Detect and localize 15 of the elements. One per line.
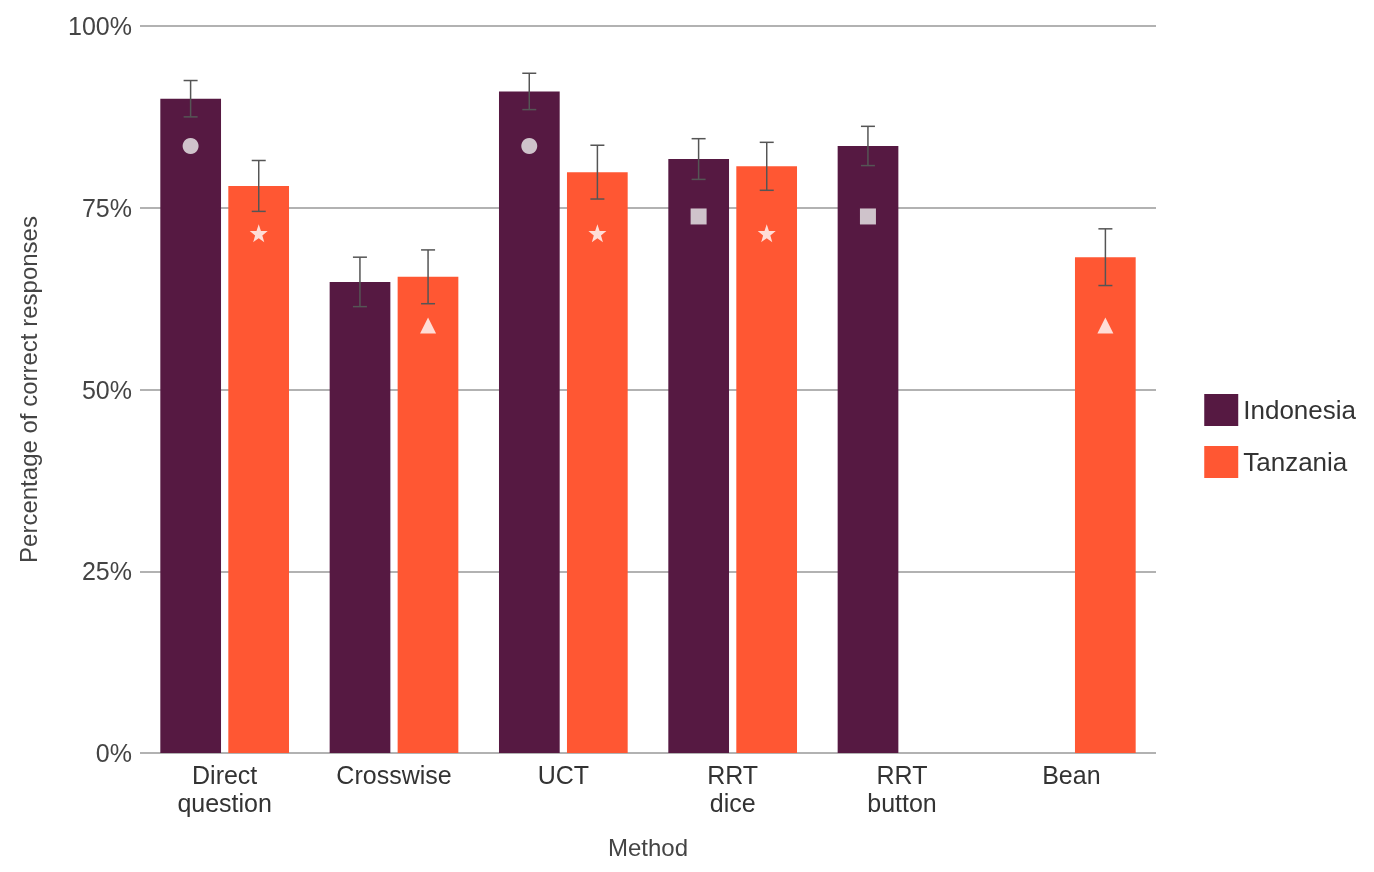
legend-label: Indonesia bbox=[1243, 395, 1357, 425]
y-tick-label: 100% bbox=[68, 12, 132, 40]
y-axis-title: Percentage of correct responses bbox=[14, 216, 42, 563]
x-axis-title: Method bbox=[607, 833, 689, 861]
x-tick-label: Bean bbox=[1042, 761, 1101, 789]
y-tick-label: 0% bbox=[95, 739, 132, 767]
x-tick-label: Crosswise bbox=[336, 761, 452, 789]
y-tick-label: 50% bbox=[81, 375, 132, 404]
x-tick-label: UCT bbox=[537, 761, 590, 789]
x-tick-label: RRT dice bbox=[707, 761, 759, 817]
x-tick-label: Direct question bbox=[177, 761, 272, 817]
y-tick-label: 75% bbox=[81, 193, 132, 222]
legend-label: Tanzania bbox=[1243, 447, 1348, 477]
x-tick-label: RRT button bbox=[867, 761, 937, 817]
y-tick-label: 25% bbox=[81, 557, 132, 586]
